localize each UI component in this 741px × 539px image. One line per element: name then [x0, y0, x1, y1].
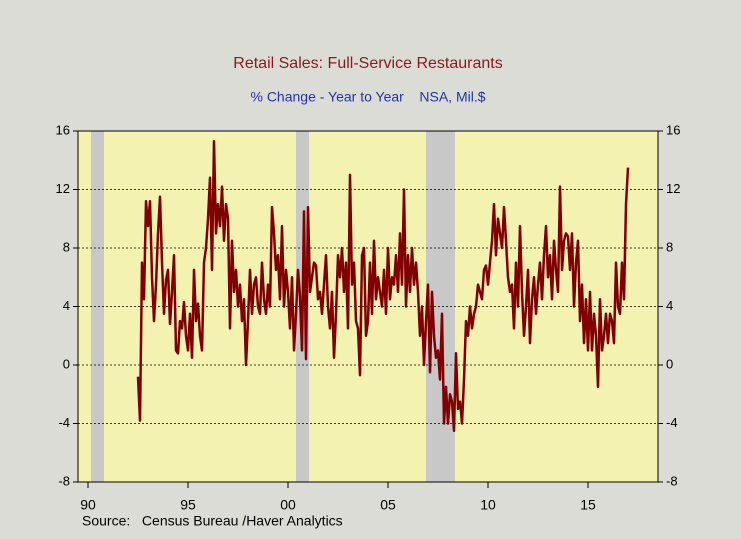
x-tick-label: 15 — [580, 497, 596, 513]
y2-tick-label: 0 — [666, 356, 673, 371]
y2-tick-label: 16 — [666, 122, 680, 137]
y2-tick-label: -4 — [666, 415, 678, 430]
chart-subtitle: % Change - Year to Year NSA, Mil.$ — [250, 89, 485, 105]
y-tick-label: 16 — [56, 122, 70, 137]
y-tick-label: -4 — [58, 415, 70, 430]
y2-tick-label: 4 — [666, 298, 673, 313]
y-tick-label: -8 — [58, 473, 70, 488]
y-tick-label: 8 — [63, 239, 70, 254]
y2-tick-label: -8 — [666, 473, 678, 488]
chart-title: Retail Sales: Full-Service Restaurants — [233, 55, 502, 72]
source-note: Source: Census Bureau /Haver Analytics — [82, 513, 343, 529]
y-tick-label: 4 — [63, 298, 70, 313]
y2-tick-label: 8 — [666, 239, 673, 254]
x-tick-label: 05 — [380, 497, 396, 513]
y-tick-label: 0 — [63, 356, 70, 371]
x-tick-label: 95 — [180, 497, 196, 513]
y2-tick-label: 12 — [666, 181, 680, 196]
x-tick-label: 10 — [480, 497, 496, 513]
recession-band — [91, 131, 104, 482]
plot-frame — [77, 130, 659, 483]
x-tick-label: 00 — [280, 497, 296, 513]
y-tick-label: 12 — [56, 181, 70, 196]
data-line — [136, 139, 630, 433]
x-tick-label: 90 — [80, 497, 96, 513]
